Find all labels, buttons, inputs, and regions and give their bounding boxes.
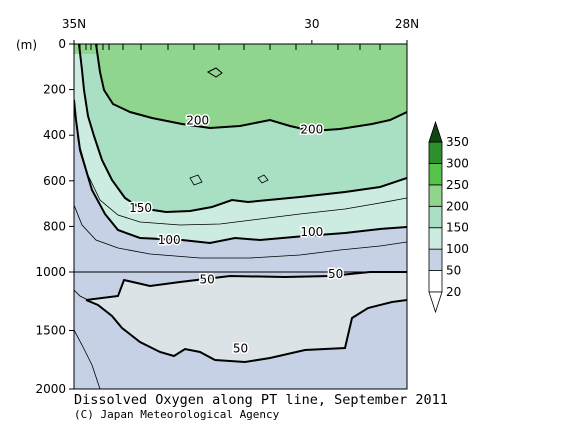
- colorbar-swatch: [428, 141, 443, 164]
- contour-labels: 200 200 150 100 100 50 50 50: [128, 112, 345, 357]
- y-unit-label: (m): [16, 38, 37, 52]
- colorbar-label: 20: [446, 285, 461, 299]
- x-tick-label: 28N: [395, 17, 419, 31]
- surface-band: [74, 44, 407, 54]
- contour-small-closed-2: [257, 174, 269, 184]
- colorbar-swatch: [428, 248, 443, 271]
- y-tick-label: 1500: [35, 324, 66, 338]
- colorbar-swatch: [428, 205, 443, 229]
- contour-50-lower: [85, 299, 407, 364]
- contour-small-closed: [206, 67, 223, 78]
- chart-credit: (C) Japan Meteorological Agency: [74, 408, 280, 421]
- y-tick-label: 800: [43, 219, 66, 233]
- station-ticks: [79, 44, 381, 50]
- x-axis: 35N 30 28N: [62, 17, 419, 44]
- colorbar-swatch: [428, 227, 443, 250]
- contour-lines: [74, 44, 407, 389]
- y-tick-label: 1000: [35, 265, 66, 279]
- contour-small-closed-3: [189, 174, 203, 186]
- contour-label: 50: [328, 267, 343, 281]
- contour-75-thin: [74, 289, 89, 301]
- contour-label: 150: [129, 201, 152, 215]
- colorbar-swatch: [428, 184, 443, 207]
- contour-75: [74, 204, 407, 259]
- y-axis: 0 200 400 600 800 1000 1500 2000: [35, 37, 74, 396]
- colorbar-low-arrow: [428, 291, 443, 314]
- band-200-250: [96, 44, 407, 131]
- colorbar-label: 350: [446, 135, 469, 149]
- y-tick-label: 600: [43, 174, 66, 188]
- contour-fill-layer: [74, 44, 407, 389]
- y-tick-label: 200: [43, 83, 66, 97]
- contour-100: [74, 99, 407, 245]
- contour-150: [78, 44, 407, 214]
- plot-frame: [73, 43, 408, 390]
- contour-200: [95, 44, 407, 133]
- colorbar-label: 300: [446, 156, 469, 170]
- x-tick-label: 30: [304, 17, 319, 31]
- colorbar-swatch: [428, 163, 443, 186]
- contour-label: 100: [158, 233, 181, 247]
- band-20-50: [86, 272, 407, 362]
- contour-label: 200: [300, 123, 323, 137]
- y-tick-label: 0: [58, 37, 66, 51]
- colorbar-swatch: [428, 270, 443, 293]
- contour-label: 50: [200, 273, 215, 287]
- y-tick-label: 400: [43, 128, 66, 142]
- y-tick-label: 2000: [35, 382, 66, 396]
- colorbar-label: 150: [446, 221, 469, 235]
- contour-75-deep: [74, 329, 101, 389]
- colorbar-label: 50: [446, 264, 461, 278]
- colorbar: 20 50 100 150 200 250 300 350: [428, 120, 469, 314]
- x-tick-label: 35N: [62, 17, 86, 31]
- contour-50-upper: [85, 271, 407, 301]
- contour-label: 50: [233, 342, 248, 356]
- colorbar-high-arrow: [428, 120, 443, 143]
- chart-title: Dissolved Oxygen along PT line, Septembe…: [74, 392, 448, 408]
- contour-label: 100: [300, 225, 323, 239]
- colorbar-label: 200: [446, 199, 469, 213]
- colorbar-label: 100: [446, 242, 469, 256]
- colorbar-label: 250: [446, 178, 469, 192]
- contour-label: 200: [186, 113, 209, 127]
